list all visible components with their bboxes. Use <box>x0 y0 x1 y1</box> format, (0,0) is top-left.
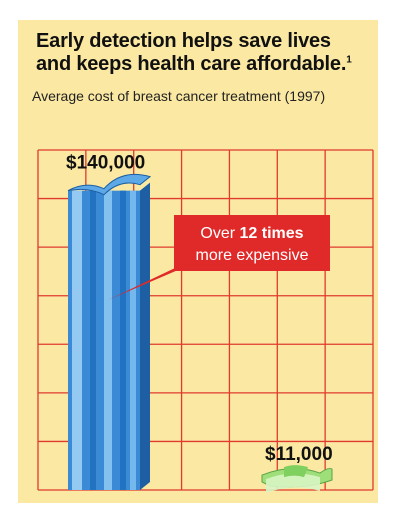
bar-late-highlight <box>90 190 96 490</box>
footnote-marker: 1 <box>346 54 352 66</box>
bar-late-highlight <box>72 190 82 490</box>
chart-subtitle: Average cost of breast cancer treatment … <box>32 88 326 104</box>
bar-early-top <box>284 465 308 478</box>
callout-box <box>174 215 330 271</box>
chart-title: Early detection helps save lives and kee… <box>36 30 376 76</box>
bar-late-highlight <box>104 190 112 490</box>
callout-emphasis: 12 times <box>240 225 304 242</box>
value-label-early: $11,000 <box>265 444 333 465</box>
callout-line-1: Over 12 times <box>200 225 303 242</box>
title-line-2: and keeps health care affordable. <box>36 53 347 75</box>
bar-late-highlight <box>130 190 136 490</box>
value-label-late: $140,000 <box>66 153 145 174</box>
bar-late-side <box>140 182 150 490</box>
title-line-1: Early detection helps save lives <box>36 30 331 52</box>
bar-late-top <box>67 173 152 196</box>
bar-late-highlight <box>120 190 126 490</box>
bar-early-highlight <box>266 473 320 494</box>
callout-prefix: Over <box>200 225 239 242</box>
callout-line-2: more expensive <box>196 247 309 264</box>
